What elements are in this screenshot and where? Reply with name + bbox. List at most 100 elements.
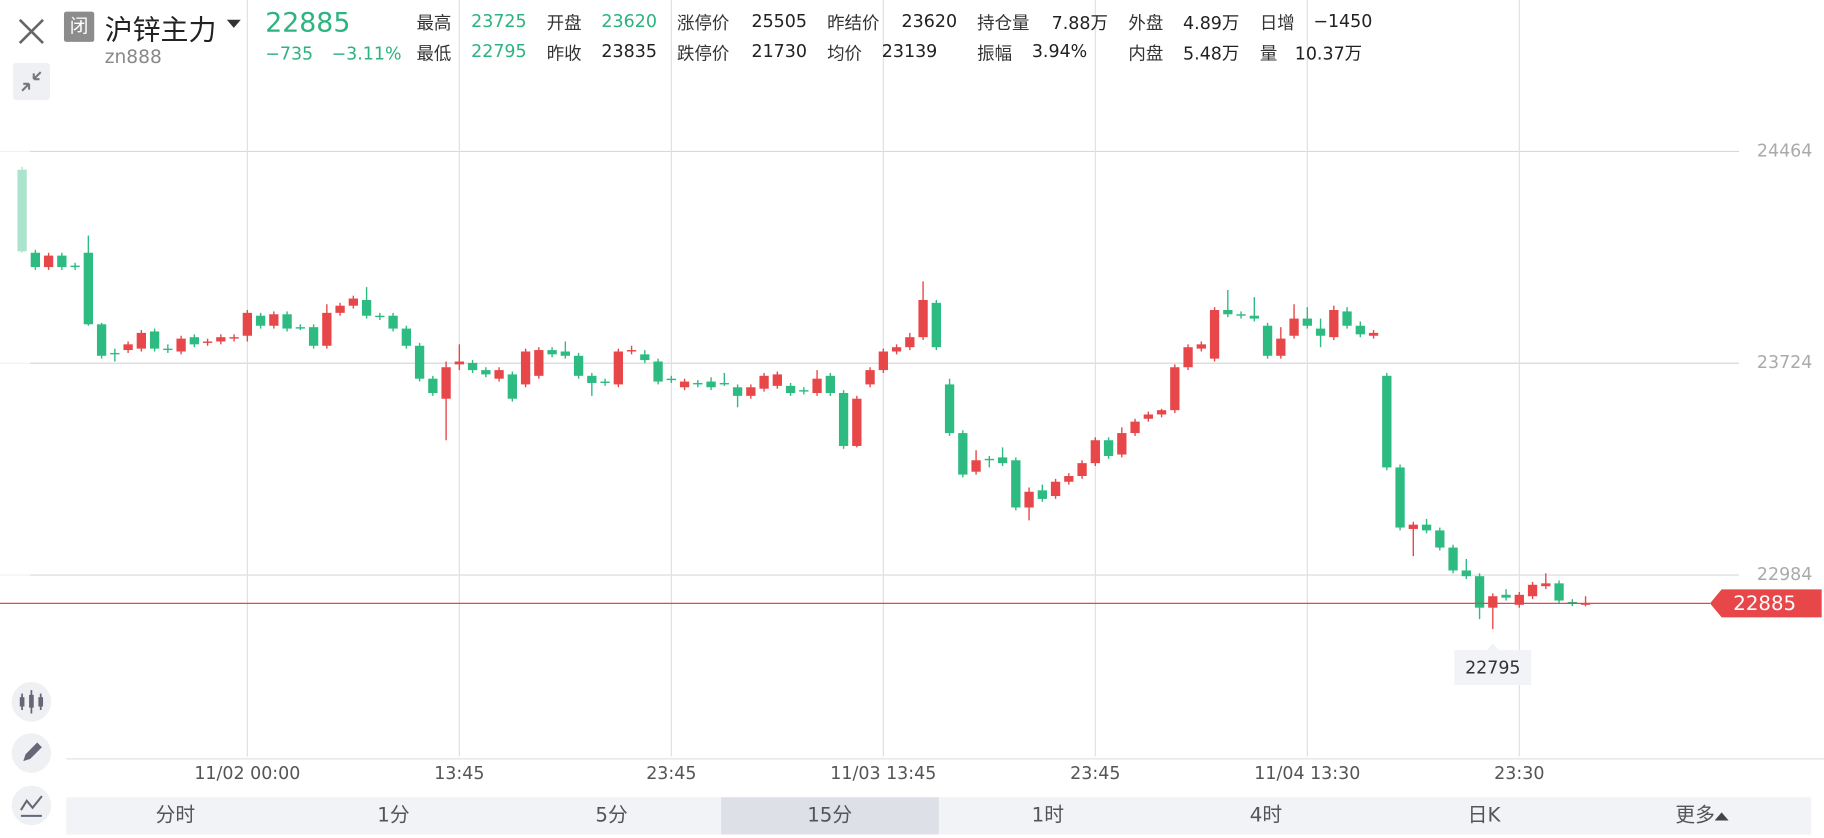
candle-body xyxy=(1103,440,1114,456)
stat-value: −1450 xyxy=(1313,10,1373,32)
candle-body xyxy=(414,345,425,379)
candle-body xyxy=(441,367,451,399)
x-tick-label: 11/02 00:00 xyxy=(194,764,300,784)
stat-value: 23620 xyxy=(901,10,958,32)
candle-body xyxy=(613,351,623,385)
x-tick-label: 23:45 xyxy=(1070,764,1120,784)
candle-body xyxy=(719,382,729,385)
stat-value: 10.37万 xyxy=(1294,43,1363,65)
candle-body xyxy=(189,337,200,345)
candle-body xyxy=(772,374,782,386)
period-tab[interactable]: 1时 xyxy=(1031,804,1064,828)
candle-body xyxy=(428,378,438,394)
candle-body xyxy=(1183,347,1193,368)
candle-body xyxy=(136,332,147,349)
candle-body xyxy=(878,351,888,371)
candle-body xyxy=(57,255,67,268)
candle-body xyxy=(202,341,213,343)
candle-body xyxy=(110,352,120,355)
instrument-title[interactable]: 沪锌主力 xyxy=(104,13,217,47)
candle-body xyxy=(1355,325,1365,335)
candle-body xyxy=(1302,318,1312,326)
period-tab[interactable]: 5分 xyxy=(595,804,628,828)
y-tick-label: 22984 xyxy=(1757,565,1812,585)
candle-body xyxy=(653,361,663,382)
candle-body xyxy=(1580,603,1591,605)
candle-body xyxy=(785,385,796,394)
period-tab[interactable]: 更多 xyxy=(1593,797,1811,834)
candle-body xyxy=(1050,481,1061,497)
stat-label: 开盘 xyxy=(546,12,582,34)
candle-body xyxy=(1090,440,1100,464)
candle-body xyxy=(746,387,756,396)
candle-body xyxy=(1488,596,1498,608)
candle-body xyxy=(560,351,570,356)
x-tick-label: 11/04 13:30 xyxy=(1254,764,1360,784)
candle-body xyxy=(1077,463,1087,477)
candle-body xyxy=(1514,594,1524,605)
candle-body xyxy=(335,305,345,313)
period-tab[interactable]: 15分 xyxy=(720,797,939,835)
candle-body xyxy=(666,378,676,381)
candle-body xyxy=(799,390,809,392)
close-button[interactable] xyxy=(12,12,52,52)
period-tab[interactable]: 日K xyxy=(1467,804,1501,828)
candle-body xyxy=(1064,476,1074,482)
candle-body xyxy=(1448,547,1458,571)
candle-body xyxy=(997,457,1008,464)
stat-value: 23835 xyxy=(601,40,657,62)
more-arrow xyxy=(1714,812,1729,821)
candle-body xyxy=(163,348,173,351)
period-tab[interactable]: 分时 xyxy=(155,804,196,828)
candle-body xyxy=(759,375,769,389)
candle-body xyxy=(1342,311,1352,326)
stat-value: 5.48万 xyxy=(1183,43,1240,65)
candle-body xyxy=(123,344,133,351)
dropdown-arrow[interactable] xyxy=(226,19,242,31)
last-price-tag xyxy=(1710,589,1822,618)
draw-tool[interactable] xyxy=(11,733,52,773)
candle-body xyxy=(375,315,385,318)
candle-body xyxy=(1276,338,1286,356)
candle-body xyxy=(891,347,902,352)
stat-label: 最高 xyxy=(416,12,452,34)
collapse-button[interactable] xyxy=(12,62,51,101)
candle-body xyxy=(255,315,266,326)
stat-value: 7.88万 xyxy=(1051,12,1108,34)
low-marker-label: 22795 xyxy=(1465,659,1520,679)
indicator-tool[interactable] xyxy=(11,785,52,826)
stat-value: 25505 xyxy=(751,10,807,32)
candle-body xyxy=(1143,414,1153,419)
candle-body xyxy=(242,312,252,336)
candle-body xyxy=(1408,524,1418,529)
candle-body xyxy=(1315,328,1326,336)
candle-body xyxy=(1024,491,1034,508)
stat-label: 外盘 xyxy=(1128,12,1164,34)
candle-body xyxy=(507,374,517,399)
candle-body xyxy=(494,370,504,379)
stat-label: 昨收 xyxy=(546,43,582,65)
period-tab[interactable]: 4时 xyxy=(1249,804,1283,828)
period-tab[interactable]: 1分 xyxy=(377,804,410,828)
x-tick-label: 13:45 xyxy=(434,764,484,784)
candle-body xyxy=(732,387,743,396)
candle-body xyxy=(812,378,822,394)
candle-tool[interactable] xyxy=(11,682,52,722)
candle-body xyxy=(1329,309,1339,338)
candle-body xyxy=(918,299,928,338)
candle-body xyxy=(481,370,491,375)
stat-value: 22795 xyxy=(471,40,527,62)
candle-body xyxy=(1209,309,1220,359)
candle-body xyxy=(520,351,531,385)
candle-body xyxy=(971,460,981,472)
candle-body xyxy=(1541,583,1551,587)
candle-body xyxy=(1130,421,1140,434)
candle-body xyxy=(1170,367,1180,411)
candle-body xyxy=(905,337,915,348)
stat-label: 持仓量 xyxy=(977,12,1030,34)
y-tick-label: 23724 xyxy=(1757,353,1812,373)
y-tick-label: 24464 xyxy=(1757,141,1812,161)
candle-body xyxy=(30,252,41,268)
stat-value: 23139 xyxy=(881,40,938,62)
candle-body xyxy=(825,375,835,394)
